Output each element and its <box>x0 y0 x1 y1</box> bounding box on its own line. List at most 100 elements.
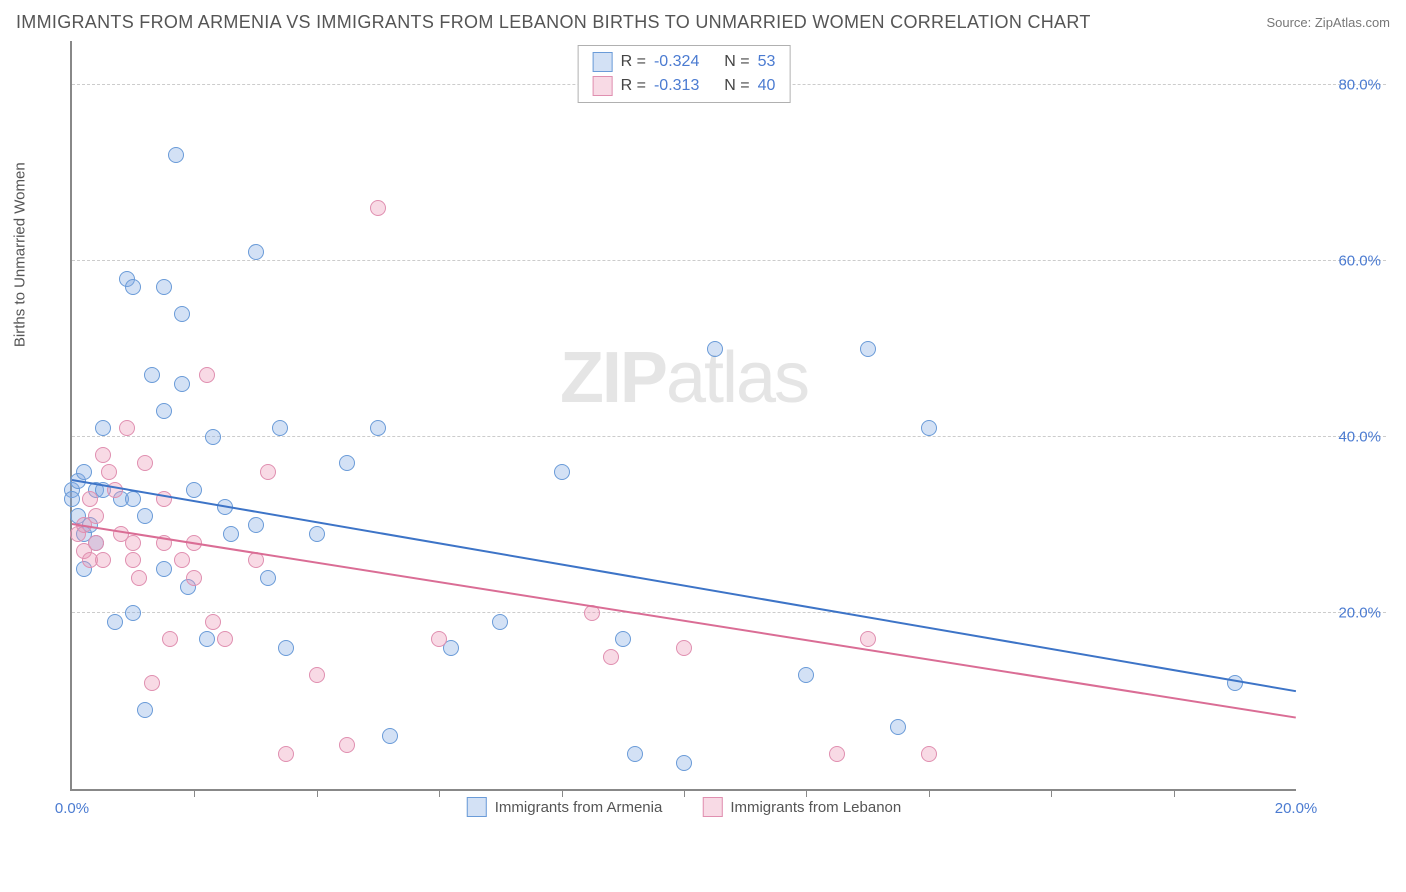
data-point <box>174 376 190 392</box>
data-point <box>431 631 447 647</box>
x-tick <box>194 789 195 797</box>
data-point <box>260 464 276 480</box>
data-point <box>125 279 141 295</box>
data-point <box>890 719 906 735</box>
data-point <box>125 552 141 568</box>
chart-title: IMMIGRANTS FROM ARMENIA VS IMMIGRANTS FR… <box>16 12 1091 33</box>
trend-line <box>72 479 1296 692</box>
chart-container: Births to Unmarried Women ZIPatlas R = -… <box>70 41 1386 821</box>
swatch-armenia <box>593 52 613 72</box>
data-point <box>492 614 508 630</box>
data-point <box>339 455 355 471</box>
gridline <box>72 260 1386 261</box>
gridline <box>72 436 1386 437</box>
data-point <box>156 403 172 419</box>
legend-row-armenia: R = -0.324 N = 53 <box>593 50 776 74</box>
data-point <box>278 746 294 762</box>
data-point <box>615 631 631 647</box>
data-point <box>156 561 172 577</box>
data-point <box>137 455 153 471</box>
data-point <box>921 420 937 436</box>
swatch-lebanon <box>593 76 613 96</box>
data-point <box>248 244 264 260</box>
data-point <box>125 491 141 507</box>
data-point <box>223 526 239 542</box>
x-tick-label: 20.0% <box>1275 800 1318 817</box>
data-point <box>676 755 692 771</box>
watermark: ZIPatlas <box>560 337 808 419</box>
x-tick-label: 0.0% <box>55 800 89 817</box>
data-point <box>137 702 153 718</box>
y-tick-label: 40.0% <box>1338 429 1381 446</box>
data-point <box>76 464 92 480</box>
data-point <box>260 570 276 586</box>
y-tick-label: 60.0% <box>1338 253 1381 270</box>
data-point <box>860 631 876 647</box>
swatch-lebanon-footer <box>702 797 722 817</box>
data-point <box>278 640 294 656</box>
x-tick <box>439 789 440 797</box>
data-point <box>95 447 111 463</box>
data-point <box>603 649 619 665</box>
data-point <box>95 420 111 436</box>
data-point <box>88 535 104 551</box>
data-point <box>131 570 147 586</box>
data-point <box>370 420 386 436</box>
data-point <box>205 614 221 630</box>
data-point <box>64 491 80 507</box>
y-tick-label: 20.0% <box>1338 605 1381 622</box>
data-point <box>107 614 123 630</box>
trend-line <box>72 523 1296 719</box>
x-tick <box>929 789 930 797</box>
plot-area: ZIPatlas R = -0.324 N = 53 R = -0.313 N … <box>70 41 1296 791</box>
data-point <box>199 367 215 383</box>
x-tick <box>562 789 563 797</box>
data-point <box>676 640 692 656</box>
data-point <box>156 279 172 295</box>
data-point <box>125 535 141 551</box>
footer-legend: Immigrants from Armenia Immigrants from … <box>467 797 901 817</box>
data-point <box>162 631 178 647</box>
data-point <box>144 367 160 383</box>
legend-row-lebanon: R = -0.313 N = 40 <box>593 74 776 98</box>
footer-legend-armenia: Immigrants from Armenia <box>467 797 663 817</box>
data-point <box>101 464 117 480</box>
data-point <box>554 464 570 480</box>
data-point <box>248 517 264 533</box>
data-point <box>339 737 355 753</box>
y-axis-label: Births to Unmarried Women <box>12 162 29 347</box>
data-point <box>119 420 135 436</box>
data-point <box>860 341 876 357</box>
source-label: Source: ZipAtlas.com <box>1266 15 1390 30</box>
data-point <box>272 420 288 436</box>
swatch-armenia-footer <box>467 797 487 817</box>
data-point <box>798 667 814 683</box>
data-point <box>95 552 111 568</box>
correlation-legend: R = -0.324 N = 53 R = -0.313 N = 40 <box>578 45 791 103</box>
data-point <box>168 147 184 163</box>
data-point <box>186 482 202 498</box>
data-point <box>82 491 98 507</box>
data-point <box>707 341 723 357</box>
data-point <box>107 482 123 498</box>
data-point <box>829 746 845 762</box>
data-point <box>137 508 153 524</box>
x-tick <box>1051 789 1052 797</box>
y-tick-label: 80.0% <box>1338 77 1381 94</box>
footer-legend-lebanon: Immigrants from Lebanon <box>702 797 901 817</box>
data-point <box>921 746 937 762</box>
data-point <box>88 508 104 524</box>
data-point <box>174 306 190 322</box>
data-point <box>144 675 160 691</box>
data-point <box>309 526 325 542</box>
gridline <box>72 612 1386 613</box>
data-point <box>205 429 221 445</box>
data-point <box>309 667 325 683</box>
data-point <box>382 728 398 744</box>
data-point <box>370 200 386 216</box>
x-tick <box>317 789 318 797</box>
data-point <box>217 631 233 647</box>
data-point <box>199 631 215 647</box>
x-tick <box>806 789 807 797</box>
x-tick <box>1174 789 1175 797</box>
